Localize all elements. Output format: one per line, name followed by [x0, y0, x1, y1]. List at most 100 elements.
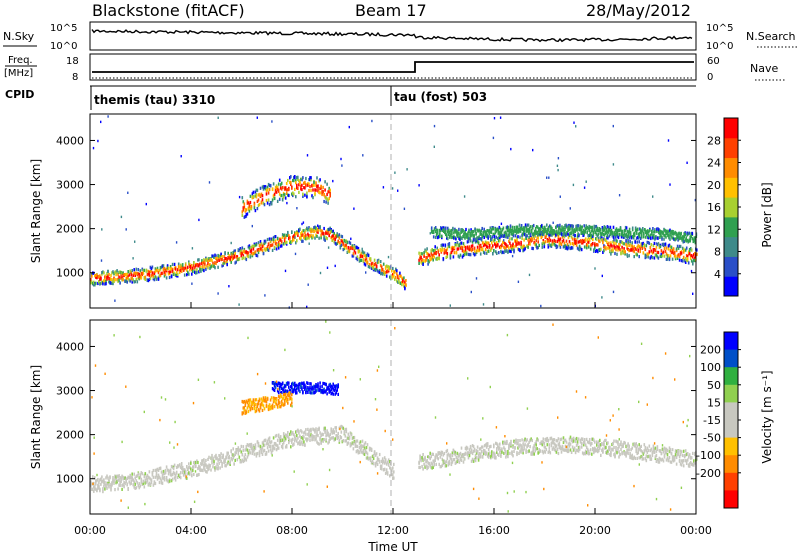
- echo-cell: [387, 473, 389, 476]
- echo-cell: [367, 452, 369, 455]
- echo-cell: [190, 462, 192, 465]
- echo-cell: [643, 232, 645, 235]
- echo-cell: [343, 439, 345, 442]
- echo-cell: [268, 191, 270, 194]
- echo-cell: [279, 198, 281, 201]
- echo-cell: [491, 241, 493, 244]
- echo-cell: [116, 269, 118, 272]
- echo-cell: [110, 488, 112, 491]
- echo-cell: [238, 303, 239, 305]
- cpid-label: CPID: [5, 88, 34, 101]
- echo-cell: [299, 228, 301, 231]
- echo-cell: [318, 427, 320, 430]
- echo-cell: [493, 249, 495, 252]
- echo-cell: [306, 192, 308, 195]
- echo-cell: [217, 292, 218, 294]
- echo-cell: [198, 258, 200, 261]
- echo-cell: [228, 285, 229, 287]
- echo-cell: [278, 447, 280, 450]
- echo-cell: [594, 246, 596, 249]
- echo-cell: [669, 258, 671, 261]
- echo-cell: [275, 386, 277, 389]
- echo-cell: [669, 238, 671, 241]
- echo-cell: [272, 187, 274, 190]
- echo-cell: [185, 470, 187, 473]
- echo-cell: [401, 283, 403, 286]
- echo-cell: [540, 305, 541, 307]
- echo-cell: [628, 448, 630, 451]
- echo-cell: [202, 265, 204, 268]
- echo-cell: [480, 252, 482, 255]
- echo-cell: [371, 120, 372, 122]
- echo-cell: [310, 189, 312, 192]
- echo-cell: [600, 454, 602, 457]
- echo-cell: [661, 238, 663, 241]
- echo-cell: [102, 490, 104, 493]
- echo-cell: [239, 258, 241, 261]
- echo-cell: [426, 247, 428, 250]
- echo-cell: [328, 234, 330, 237]
- power-colorbar-tick-label: 16: [707, 201, 721, 214]
- echo-cell: [513, 234, 515, 237]
- echo-cell: [321, 385, 323, 388]
- echo-cell: [603, 244, 604, 246]
- echo-cell: [175, 478, 177, 481]
- echo-cell: [548, 177, 549, 179]
- echo-cell: [212, 465, 214, 468]
- echo-cell: [570, 231, 572, 234]
- echo-cell: [291, 441, 293, 444]
- echo-cell: [97, 140, 98, 142]
- echo-cell: [631, 241, 633, 244]
- echo-cell: [577, 440, 579, 443]
- echo-cell: [619, 453, 621, 456]
- echo-cell: [280, 435, 282, 438]
- echo-cell: [689, 238, 691, 241]
- echo-cell: [679, 259, 681, 262]
- echo-cell: [433, 255, 435, 258]
- echo-cell: [454, 458, 456, 461]
- echo-cell: [297, 436, 299, 439]
- echo-cell: [655, 447, 657, 450]
- echo-cell: [171, 275, 173, 278]
- echo-cell: [191, 473, 193, 476]
- echo-cell: [266, 452, 268, 455]
- echo-cell: [506, 442, 508, 445]
- echo-cell: [615, 446, 617, 449]
- echo-cell: [424, 457, 426, 460]
- echo-cell: [243, 445, 245, 448]
- echo-cell: [602, 241, 604, 244]
- echo-cell: [637, 451, 639, 454]
- echo-cell: [591, 234, 593, 237]
- echo-cell: [530, 225, 532, 228]
- echo-cell: [498, 251, 500, 254]
- freq-panel: Freq. [MHz] 18 8 60 0 Nave: [4, 54, 785, 83]
- echo-cell: [159, 481, 161, 484]
- echo-cell: [445, 227, 447, 230]
- echo-cell: [100, 277, 102, 280]
- echo-cell: [685, 449, 687, 452]
- echo-cell: [472, 244, 474, 247]
- echo-cell: [682, 259, 684, 262]
- echo-cell: [233, 256, 235, 259]
- echo-cell: [325, 201, 327, 204]
- echo-cell: [210, 468, 212, 471]
- echo-cell: [302, 240, 304, 243]
- echo-cell: [633, 255, 635, 258]
- echo-cell: [658, 251, 660, 254]
- echo-cell: [447, 247, 449, 250]
- echo-cell: [443, 244, 445, 247]
- echo-cell: [337, 432, 339, 435]
- echo-cell: [121, 488, 123, 491]
- power-colorbar-swatch: [724, 256, 738, 276]
- echo-cell: [671, 246, 673, 249]
- echo-cell: [254, 204, 256, 207]
- echo-cell: [573, 440, 575, 443]
- echo-cell: [268, 450, 270, 453]
- echo-cell: [644, 243, 646, 246]
- echo-cell: [126, 483, 128, 486]
- freq-left-tick-top: 18: [66, 56, 79, 67]
- echo-cell: [302, 193, 304, 196]
- echo-cell: [449, 242, 451, 245]
